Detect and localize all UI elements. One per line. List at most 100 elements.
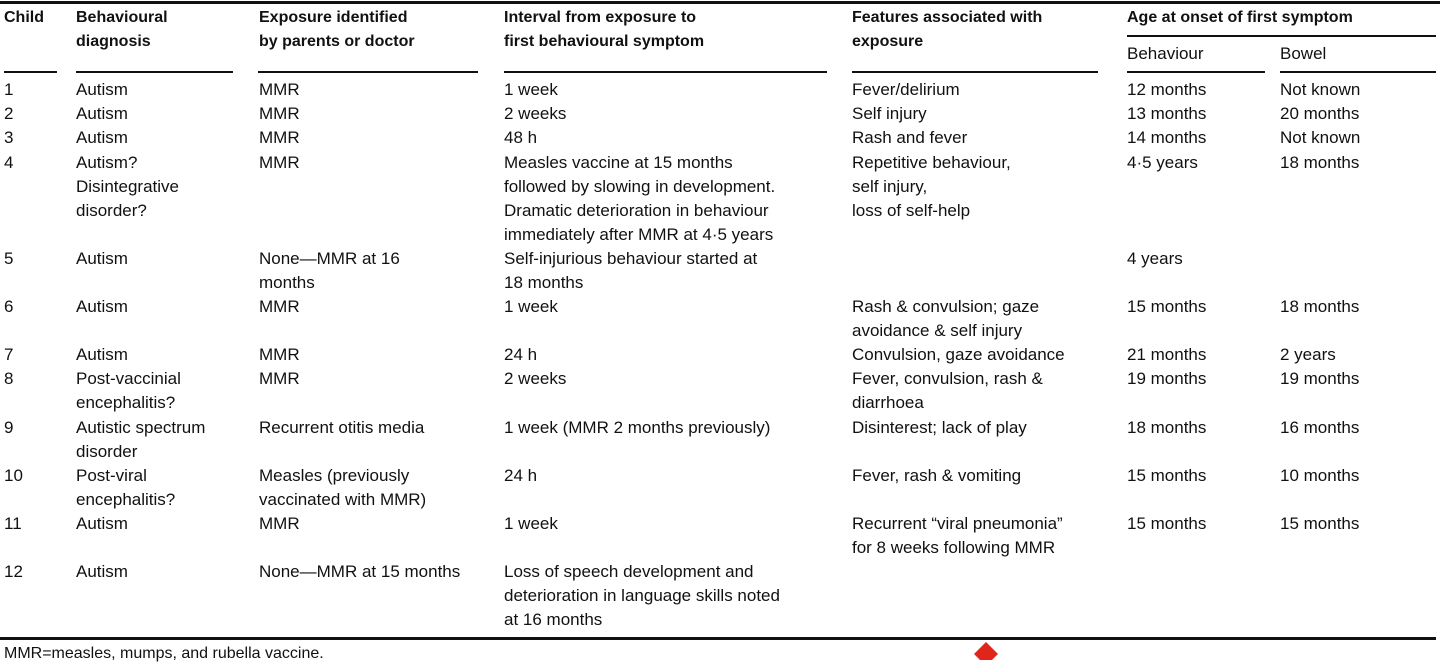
cell: Autism xyxy=(76,514,128,533)
cell: Autism xyxy=(76,297,128,316)
row-number: 3 xyxy=(4,128,14,148)
row-number: 9 xyxy=(4,417,14,437)
cell: 1 week xyxy=(504,514,558,533)
header-rule xyxy=(1280,71,1436,73)
cell: 13 months xyxy=(1127,104,1207,124)
cell: MMR xyxy=(259,128,300,148)
cell: 12 months xyxy=(1127,80,1207,99)
cell: Post-vaccinial encephalitis? xyxy=(76,369,181,413)
red-mark xyxy=(974,642,998,660)
cell: 15 months xyxy=(1127,514,1207,533)
cell: Self injury xyxy=(852,104,927,124)
footnote: MMR=measles, mumps, and rubella vaccine. xyxy=(4,645,324,662)
header-rule xyxy=(1127,71,1265,73)
cell: MMR xyxy=(259,369,300,389)
row-number: 10 xyxy=(4,465,23,485)
cell: 4·5 years xyxy=(1127,152,1198,172)
cell: None—MMR at 15 months xyxy=(259,562,461,582)
cell: MMR xyxy=(259,345,300,365)
cell: Autism xyxy=(76,345,128,365)
cell: Rash and fever xyxy=(852,128,968,148)
cell: 14 months xyxy=(1127,128,1207,148)
cell: Not known xyxy=(1280,128,1361,148)
row-number: 8 xyxy=(4,369,14,389)
cell: MMR xyxy=(259,514,300,533)
sub-header: Bowel xyxy=(1280,44,1327,63)
cell: 15 months xyxy=(1127,465,1207,485)
cell: MMR xyxy=(259,297,300,316)
bottom-rule xyxy=(0,637,1436,640)
cell: Fever, rash & vomiting xyxy=(852,465,1022,485)
cell: None—MMR at 16 months xyxy=(259,248,400,292)
cell: Recurrent “viral pneumonia” for 8 weeks … xyxy=(852,514,1063,557)
header-rule xyxy=(504,71,827,73)
column-header: Behavioural diagnosis xyxy=(76,9,168,50)
cell: Not known xyxy=(1280,80,1361,99)
cell: 15 months xyxy=(1280,514,1360,533)
cell: 4 years xyxy=(1127,248,1183,268)
column-header: Features associated with exposure xyxy=(852,9,1043,50)
cell: Loss of speech development and deteriora… xyxy=(504,562,780,630)
cell: Rash & convulsion; gaze avoidance & self… xyxy=(852,297,1040,340)
cell: Convulsion, gaze avoidance xyxy=(852,345,1065,365)
row-number: 1 xyxy=(4,80,14,99)
cell: Autism xyxy=(76,562,128,582)
cell: Fever, convulsion, rash & diarrhoea xyxy=(852,369,1043,413)
cell: Disinterest; lack of play xyxy=(852,417,1027,437)
header-rule xyxy=(258,71,478,73)
group-header: Age at onset of first symptom xyxy=(1127,9,1353,26)
cell: Fever/delirium xyxy=(852,80,960,99)
cell: 24 h xyxy=(504,345,538,365)
cell: 18 months xyxy=(1280,297,1360,316)
cell: Post-viral encephalitis? xyxy=(76,465,176,509)
row-number: 7 xyxy=(4,345,14,365)
cell: 1 week (MMR 2 months previously) xyxy=(504,417,771,437)
sub-header: Behaviour xyxy=(1127,44,1204,63)
cell: 1 week xyxy=(504,297,558,316)
cell: 24 h xyxy=(504,465,538,485)
cell: 10 months xyxy=(1280,465,1360,485)
cell: Self-injurious behaviour started at 18 m… xyxy=(504,248,758,292)
cell: Autism xyxy=(76,104,128,124)
cell: 1 week xyxy=(504,80,558,99)
row-number: 2 xyxy=(4,104,14,124)
column-header: Exposure identified by parents or doctor xyxy=(259,9,415,50)
cell: Repetitive behaviour, self injury, loss … xyxy=(852,152,1011,220)
cell: 2 years xyxy=(1280,345,1336,365)
cell: 19 months xyxy=(1127,369,1207,389)
header-rule xyxy=(4,71,57,73)
cell: Autism xyxy=(76,128,128,148)
cell: 18 months xyxy=(1280,152,1360,172)
cell: Measles (previously vaccinated with MMR) xyxy=(259,465,427,509)
cell: Autism? Disintegrative disorder? xyxy=(76,152,179,220)
cell: MMR xyxy=(259,104,300,124)
group-rule xyxy=(1127,35,1436,37)
cell: 15 months xyxy=(1127,297,1207,316)
cell: Recurrent otitis media xyxy=(259,417,425,437)
top-rule xyxy=(0,1,1440,4)
cell: 18 months xyxy=(1127,417,1207,437)
cell: 16 months xyxy=(1280,417,1360,437)
row-number: 4 xyxy=(4,152,14,172)
cell: 21 months xyxy=(1127,345,1207,365)
cell: MMR xyxy=(259,80,300,99)
row-number: 5 xyxy=(4,248,14,268)
row-number: 6 xyxy=(4,297,14,316)
header-rule xyxy=(852,71,1098,73)
cell: 2 weeks xyxy=(504,369,567,389)
cell: Autism xyxy=(76,80,128,99)
cell: 20 months xyxy=(1280,104,1360,124)
cell: Autism xyxy=(76,248,128,268)
cell: Autistic spectrum disorder xyxy=(76,417,206,461)
cell: 19 months xyxy=(1280,369,1360,389)
cell: 2 weeks xyxy=(504,104,567,124)
column-header: Interval from exposure to first behaviou… xyxy=(504,9,705,50)
cell: 48 h xyxy=(504,128,538,148)
cell: Measles vaccine at 15 months followed by… xyxy=(504,152,776,244)
header-rule xyxy=(76,71,233,73)
row-number: 11 xyxy=(4,514,22,533)
cell: MMR xyxy=(259,152,300,172)
row-number: 12 xyxy=(4,562,23,582)
column-header: Child xyxy=(4,9,44,26)
